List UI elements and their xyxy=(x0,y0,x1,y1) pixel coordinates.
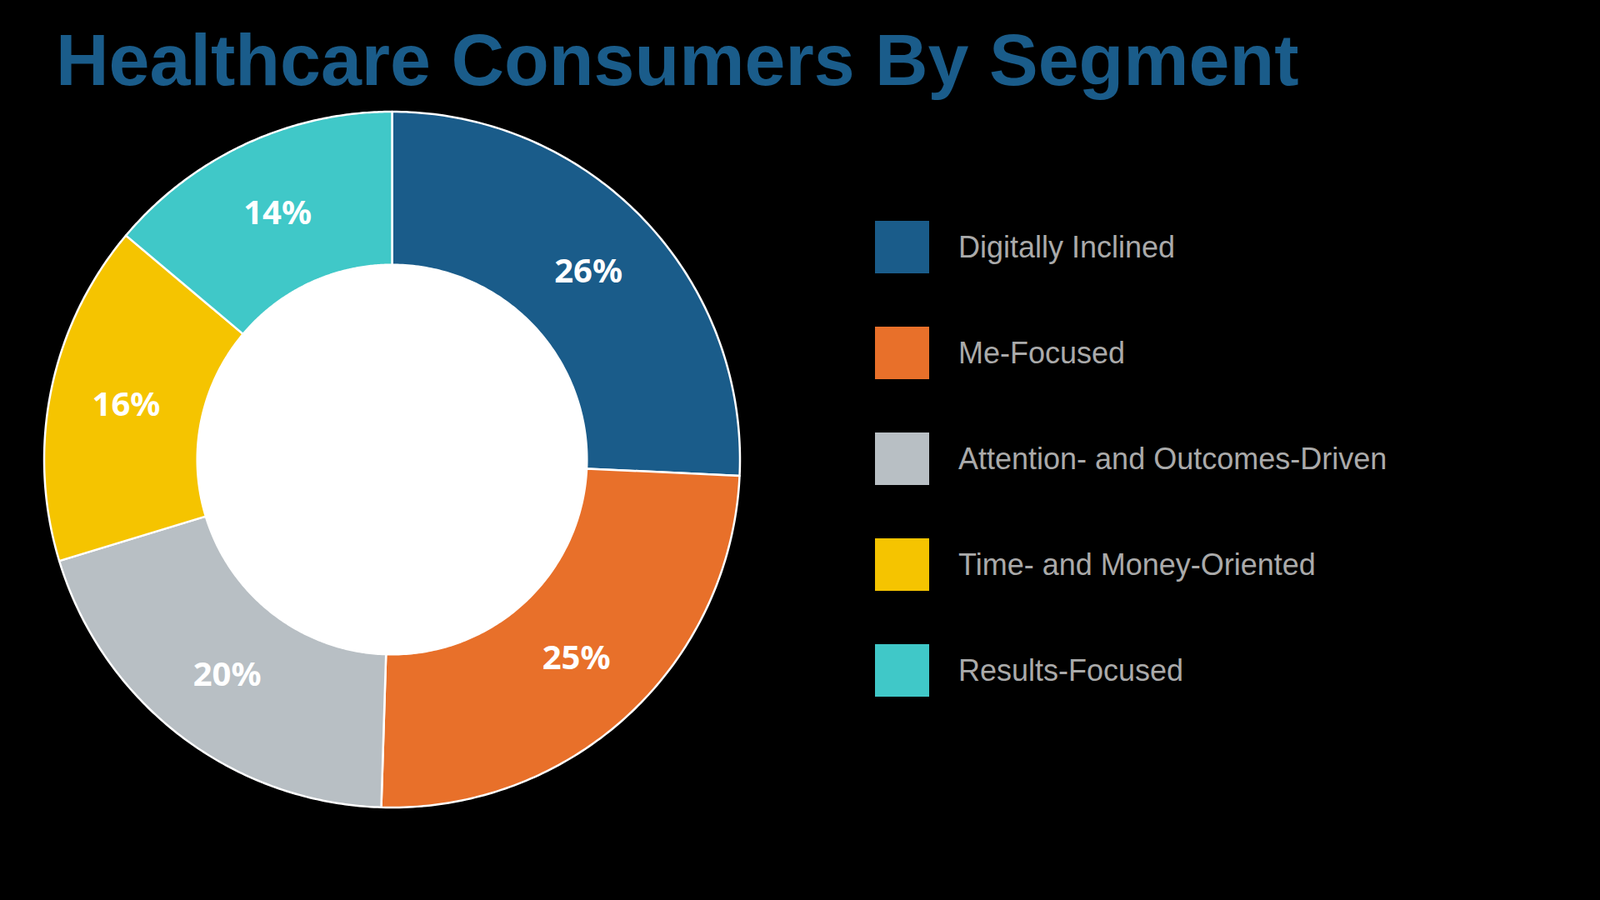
html-text:Time- and Money-Oriented: Time- and Money-Oriented xyxy=(958,547,1316,582)
html-text:Healthcare Consumers By Segmen: Healthcare Consumers By Segment xyxy=(55,18,1299,101)
html-text:Digitally Inclined: Digitally Inclined xyxy=(958,229,1176,264)
html-text:Results-Focused: Results-Focused xyxy=(958,653,1184,688)
html-text:Me-Focused: Me-Focused xyxy=(958,335,1126,370)
svg-text:20%: 20% xyxy=(193,650,262,696)
svg-text:14%: 14% xyxy=(243,188,312,235)
svg-text:16%: 16% xyxy=(92,380,161,426)
svg-text:25%: 25% xyxy=(542,633,611,680)
html-text:Attention- and Outcomes-Driven: Attention- and Outcomes-Driven xyxy=(958,441,1387,476)
svg-text:26%: 26% xyxy=(554,246,623,293)
